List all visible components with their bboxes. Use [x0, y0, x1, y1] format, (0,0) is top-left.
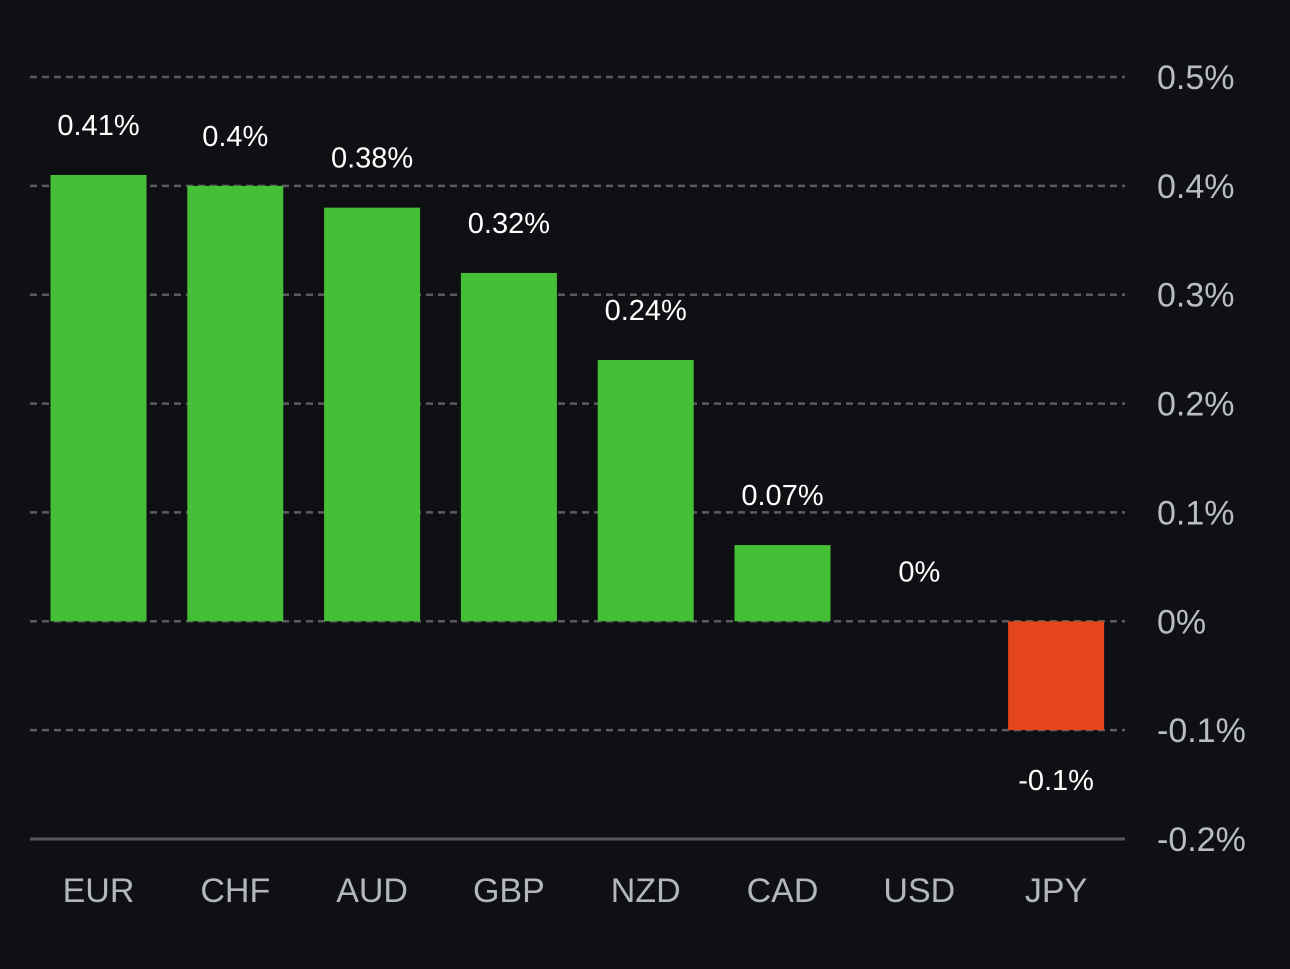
bar-cad — [734, 545, 831, 622]
bars — [50, 174, 1105, 731]
x-axis-categories: EUR CHF AUD GBP NZD CAD USD JPY — [63, 872, 1088, 910]
data-label: 0.32% — [468, 208, 550, 240]
x-tick-label: NZD — [611, 872, 681, 910]
data-label: 0% — [898, 556, 940, 588]
y-tick-label: 0% — [1157, 603, 1206, 641]
y-tick-label: 0.2% — [1157, 386, 1235, 424]
bar-jpy — [1008, 621, 1105, 731]
x-tick-label: GBP — [473, 872, 545, 910]
y-axis-ticks: 0.5% 0.4% 0.3% 0.2% 0.1% 0% -0.1% -0.2% — [1157, 59, 1246, 859]
y-tick-label: -0.2% — [1157, 821, 1246, 859]
y-tick-label: -0.1% — [1157, 712, 1246, 750]
x-tick-label: USD — [883, 872, 955, 910]
bar-chf — [187, 185, 284, 622]
data-labels: 0.41% 0.4% 0.38% 0.32% 0.24% 0.07% 0% -0.1% — [57, 110, 1094, 797]
x-tick-label: CAD — [747, 872, 819, 910]
y-tick-label: 0.5% — [1157, 59, 1235, 97]
data-label: 0.24% — [605, 295, 687, 327]
data-label: -0.1% — [1018, 765, 1094, 797]
x-tick-label: EUR — [63, 872, 135, 910]
y-tick-label: 0.4% — [1157, 168, 1235, 206]
data-label: 0.41% — [57, 110, 139, 142]
x-tick-label: JPY — [1025, 872, 1087, 910]
data-label: 0.4% — [202, 121, 268, 153]
x-tick-label: CHF — [200, 872, 270, 910]
y-tick-label: 0.1% — [1157, 494, 1235, 532]
bar-nzd — [597, 360, 694, 622]
data-label: 0.38% — [331, 143, 413, 175]
bar-aud — [324, 207, 421, 622]
data-label: 0.07% — [741, 480, 823, 512]
bar-eur — [50, 174, 147, 622]
y-tick-label: 0.3% — [1157, 277, 1235, 315]
x-tick-label: AUD — [336, 872, 408, 910]
bar-gbp — [460, 272, 557, 622]
